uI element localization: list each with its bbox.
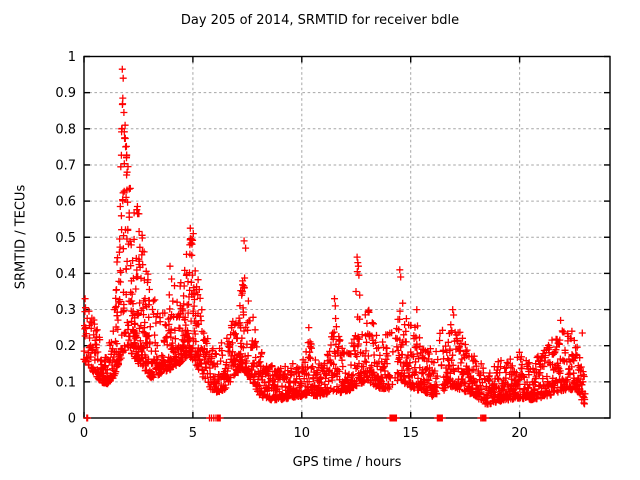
x-axis-title: GPS time / hours [292, 455, 402, 470]
y-tick-label: 0.1 [55, 375, 76, 390]
x-tick-label: 0 [80, 426, 88, 441]
y-tick-label: 0.5 [55, 231, 76, 246]
y-tick-label: 1 [68, 50, 76, 65]
chart-title: Day 205 of 2014, SRMTID for receiver bdl… [180, 13, 460, 28]
x-tick-label: 10 [294, 426, 311, 441]
scatter-points [80, 65, 589, 422]
y-tick-label: 0.2 [55, 339, 76, 354]
y-tick-label: 0.9 [55, 86, 76, 101]
y-tick-label: 0.6 [55, 195, 76, 210]
y-tick-label: 0.8 [55, 122, 76, 137]
x-tick-label: 20 [511, 426, 528, 441]
x-tick-label: 15 [402, 426, 419, 441]
x-tick-label: 5 [189, 426, 197, 441]
y-tick-label: 0.7 [55, 158, 76, 173]
y-tick-label: 0.4 [55, 267, 76, 282]
y-tick-label: 0 [68, 412, 76, 427]
y-tick-label: 0.3 [55, 303, 76, 318]
